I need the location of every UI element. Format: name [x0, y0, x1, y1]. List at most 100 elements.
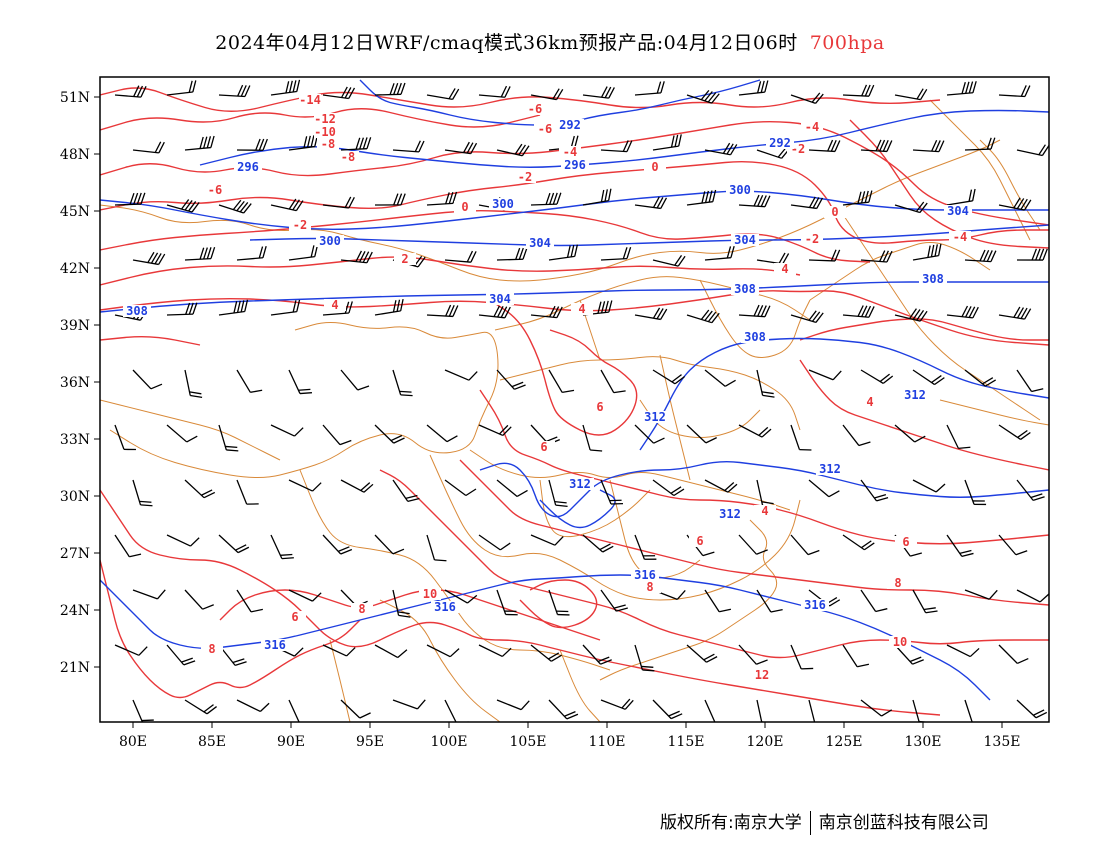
- lon-tick-label: 130E: [905, 734, 942, 750]
- wind-barb: [426, 304, 459, 318]
- footer-separator: [809, 811, 811, 835]
- map-frame: [99, 76, 1050, 723]
- wind-barb: [600, 479, 624, 505]
- height-label: 316: [434, 600, 456, 614]
- wind-barb: [132, 589, 166, 600]
- wind-barb: [496, 589, 518, 616]
- wind-barb: [114, 85, 147, 98]
- wind-barb: [946, 81, 977, 96]
- wind-barb: [686, 89, 720, 104]
- wind-barb: [236, 369, 263, 393]
- wind-barb: [496, 247, 528, 261]
- wind-barb: [946, 534, 974, 557]
- wind-barb: [946, 305, 979, 319]
- wind-barb: [132, 699, 154, 722]
- temperature-label: -6: [538, 122, 552, 136]
- lat-tick-label: 36N: [60, 375, 90, 391]
- wind-barb: [444, 369, 478, 381]
- wind-barb: [652, 699, 683, 720]
- wind-barb: [860, 139, 893, 153]
- lon-tick-label: 105E: [510, 734, 547, 750]
- wind-barb: [184, 246, 216, 261]
- temperature-label: 8: [358, 602, 365, 616]
- height-label: 292: [769, 136, 791, 150]
- temperature-label: -2: [791, 142, 805, 156]
- wind-barb: [686, 309, 720, 324]
- wind-barb: [738, 304, 771, 318]
- temperature-label: -6: [528, 102, 542, 116]
- wind-barb: [842, 424, 871, 447]
- temperature-label: 4: [781, 262, 788, 276]
- temperature-label: 4: [578, 302, 585, 316]
- wind-barb: [184, 589, 214, 610]
- wind-barb: [374, 424, 405, 444]
- wind-barb: [548, 244, 579, 261]
- wind-barb: [236, 138, 268, 151]
- wind-barb: [998, 85, 1031, 98]
- wind-barb: [322, 644, 356, 657]
- wind-barb: [496, 143, 530, 157]
- wind-barb: [322, 86, 356, 100]
- wind-barb: [600, 246, 632, 261]
- wind-barb: [582, 86, 615, 99]
- wind-barb: [790, 534, 820, 556]
- wind-barb: [166, 199, 200, 213]
- wind-barb: [686, 644, 718, 663]
- temperature-label: 6: [291, 610, 298, 624]
- wind-barb: [374, 82, 406, 96]
- wind-barb: [686, 424, 717, 444]
- wind-barb: [270, 79, 301, 96]
- wind-barb: [704, 479, 738, 493]
- wind-barb: [270, 198, 304, 212]
- copyright-right: 南京创蓝科技有限公司: [818, 813, 989, 833]
- height-label: 308: [126, 304, 148, 318]
- wind-barb: [808, 139, 841, 153]
- wind-barb: [600, 589, 628, 612]
- wind-barb: [166, 80, 197, 96]
- temperature-label: 8: [646, 580, 653, 594]
- wind-barb: [374, 534, 405, 555]
- lon-tick-label: 120E: [747, 734, 784, 750]
- temperature-label: 0: [831, 205, 838, 219]
- temperature-label: 10: [893, 635, 907, 649]
- height-label: 312: [644, 410, 666, 424]
- wind-barb: [842, 644, 870, 668]
- wind-barb: [392, 479, 420, 503]
- height-labels: 292 292 296 296 300 300 300 304 304 304 304 308 308 3…: [123, 118, 972, 652]
- wind-barb: [392, 699, 426, 710]
- wind-barb: [340, 250, 373, 264]
- lat-tick-label: 30N: [60, 489, 90, 505]
- wind-barb: [1016, 369, 1044, 393]
- temperature-label: -14: [299, 93, 321, 107]
- temperature-label: 8: [894, 576, 901, 590]
- temperature-label: -12: [314, 112, 336, 126]
- wind-barb: [808, 699, 816, 722]
- wind-barb: [704, 245, 735, 261]
- wind-barb: [912, 369, 945, 386]
- wind-barb: [166, 644, 196, 666]
- temperature-label: 12: [755, 668, 769, 682]
- wind-barb: [426, 644, 460, 658]
- temperature-label: 6: [596, 400, 603, 414]
- temperature-label: -2: [293, 218, 307, 232]
- longitude-axis: 80E 85E 90E 95E 100E 105E 110E 115E 120E 125E 130E…: [119, 722, 1020, 750]
- temperature-label: 4: [761, 504, 768, 518]
- wind-barb: [964, 479, 987, 506]
- wind-barb: [218, 299, 249, 316]
- wind-barb: [340, 479, 374, 493]
- height-label: 316: [804, 598, 826, 612]
- wind-barb: [894, 424, 926, 443]
- wind-barb: [236, 589, 263, 613]
- wind-barb: [1016, 699, 1048, 719]
- lon-tick-label: 125E: [826, 734, 863, 750]
- temperature-label: -4: [953, 230, 967, 244]
- wind-barb: [270, 424, 304, 437]
- wind-barb: [218, 644, 247, 667]
- wind-barb: [132, 141, 165, 154]
- temperature-labels: -14-12-10-8-8-6-6-6-4-4-4-2-2-2-20002444…: [201, 93, 971, 682]
- lat-tick-label: 48N: [60, 147, 90, 163]
- wind-barb: [374, 298, 404, 316]
- wind-barb: [738, 194, 771, 208]
- wind-barb: [218, 424, 239, 452]
- temperature-label: 2: [401, 252, 408, 266]
